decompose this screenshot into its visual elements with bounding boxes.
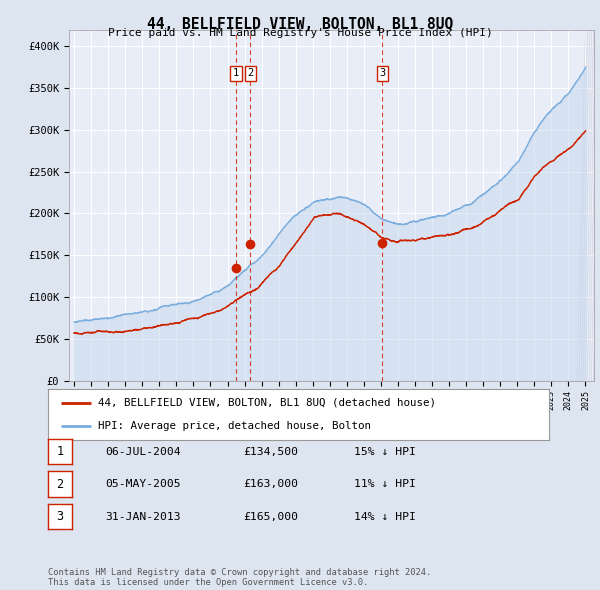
Text: 15% ↓ HPI: 15% ↓ HPI <box>354 447 416 457</box>
Text: 3: 3 <box>56 510 64 523</box>
Text: 06-JUL-2004: 06-JUL-2004 <box>105 447 181 457</box>
Text: 1: 1 <box>233 68 239 78</box>
Text: 31-JAN-2013: 31-JAN-2013 <box>105 512 181 522</box>
Text: £163,000: £163,000 <box>243 479 298 489</box>
Text: 11% ↓ HPI: 11% ↓ HPI <box>354 479 416 489</box>
Text: Price paid vs. HM Land Registry's House Price Index (HPI): Price paid vs. HM Land Registry's House … <box>107 28 493 38</box>
Text: 2: 2 <box>56 477 64 491</box>
Text: 2: 2 <box>247 68 253 78</box>
Text: 05-MAY-2005: 05-MAY-2005 <box>105 479 181 489</box>
Text: Contains HM Land Registry data © Crown copyright and database right 2024.
This d: Contains HM Land Registry data © Crown c… <box>48 568 431 587</box>
Text: 14% ↓ HPI: 14% ↓ HPI <box>354 512 416 522</box>
Text: HPI: Average price, detached house, Bolton: HPI: Average price, detached house, Bolt… <box>98 421 371 431</box>
Text: £134,500: £134,500 <box>243 447 298 457</box>
Text: 3: 3 <box>379 68 385 78</box>
Text: 44, BELLFIELD VIEW, BOLTON, BL1 8UQ (detached house): 44, BELLFIELD VIEW, BOLTON, BL1 8UQ (det… <box>98 398 436 408</box>
Text: 44, BELLFIELD VIEW, BOLTON, BL1 8UQ: 44, BELLFIELD VIEW, BOLTON, BL1 8UQ <box>147 17 453 31</box>
Text: 1: 1 <box>56 445 64 458</box>
Text: £165,000: £165,000 <box>243 512 298 522</box>
